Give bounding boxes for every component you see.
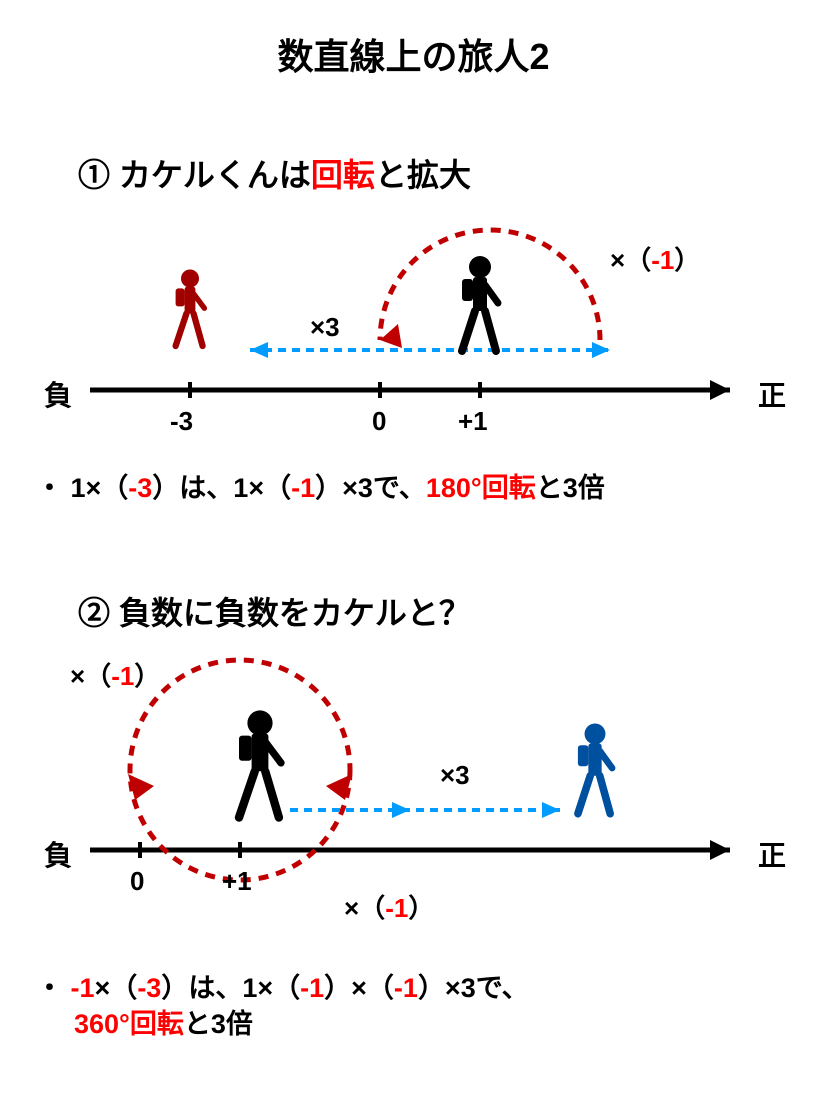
s2-tn1b-mid: -1: [385, 893, 408, 923]
s2-tn1t-post: ）: [134, 661, 160, 691]
page-title: 数直線上の旅人2: [0, 28, 827, 80]
s1b-r1: -3: [128, 473, 152, 503]
s1b-p4: と3倍: [536, 473, 605, 503]
s2b-r2: -3: [137, 973, 161, 1003]
s2b-r4: -1: [394, 973, 418, 1003]
s2b-l2r: 360°回転: [74, 1009, 184, 1039]
s2b-p4: ）×（: [324, 973, 394, 1003]
section1-heading: ① カケルくんは回転と拡大: [78, 150, 471, 196]
s2-tn1b-pre: ×（: [344, 893, 385, 923]
s2b-r3: -1: [300, 973, 324, 1003]
section1-head-pre: カケルくんは: [119, 157, 311, 193]
s1-tn1-pre: ×（: [610, 245, 651, 275]
section1-diagram: [0, 210, 827, 450]
s2-tn1-bottom: ×（-1）: [344, 888, 434, 925]
s1-times-neg1: ×（-1）: [610, 240, 700, 277]
section2-bullet: ・ -1×（-3）は、1×（-1）×（-1）×3で、 360°回転と3倍: [36, 970, 796, 1043]
s1-tn1-mid: -1: [651, 245, 674, 275]
s1-tick-0: 0: [372, 406, 386, 437]
s1b-r2: -1: [291, 473, 315, 503]
s2-tn1t-mid: -1: [111, 661, 134, 691]
s1-tn1-post: ）: [674, 245, 700, 275]
s2b-p1: ・: [36, 973, 71, 1003]
section1-bullet: ・ 1×（-3）は、1×（-1）×3で、180°回転と3倍: [36, 470, 605, 506]
s2b-l2p: と3倍: [184, 1009, 253, 1039]
s2-neg-label: 負: [44, 834, 72, 874]
s1b-p2: ）は、1×（: [152, 473, 291, 503]
s1b-p3: ）×3で、: [315, 473, 426, 503]
s2-tn1b-post: ）: [408, 893, 434, 923]
s1-tick-m3: -3: [170, 406, 193, 437]
s2-tick-0: 0: [130, 866, 144, 897]
section2-head: 負数に負数をカケルと？: [119, 595, 471, 631]
s2-tn1-top: ×（-1）: [70, 656, 160, 693]
s2-times3: ×3: [440, 760, 470, 791]
section2-heading: ② 負数に負数をカケルと？: [78, 588, 471, 634]
s1b-r3: 180°回転: [426, 473, 536, 503]
s1b-p1: ・ 1×（: [36, 473, 128, 503]
s2b-p3: ）は、1×（: [161, 973, 300, 1003]
s2-pos-label: 正: [758, 834, 786, 874]
s1-neg-label: 負: [44, 374, 72, 414]
section1-head-red: 回転: [311, 157, 375, 193]
s1-pos-label: 正: [758, 374, 786, 414]
s2-tick-p1: +1: [222, 866, 252, 897]
s1-times3: ×3: [310, 312, 340, 343]
s2b-p5: ）×3で、: [418, 973, 529, 1003]
s2b-r1: -1: [71, 973, 95, 1003]
section2-circled: ②: [78, 595, 110, 631]
section1-head-post: と拡大: [375, 157, 471, 193]
s2b-p2: ×（: [95, 973, 138, 1003]
page-title-text: 数直線上の旅人2: [277, 36, 549, 77]
s2-tn1t-pre: ×（: [70, 661, 111, 691]
s1-tick-p1: +1: [458, 406, 488, 437]
section1-circled: ①: [78, 157, 110, 193]
